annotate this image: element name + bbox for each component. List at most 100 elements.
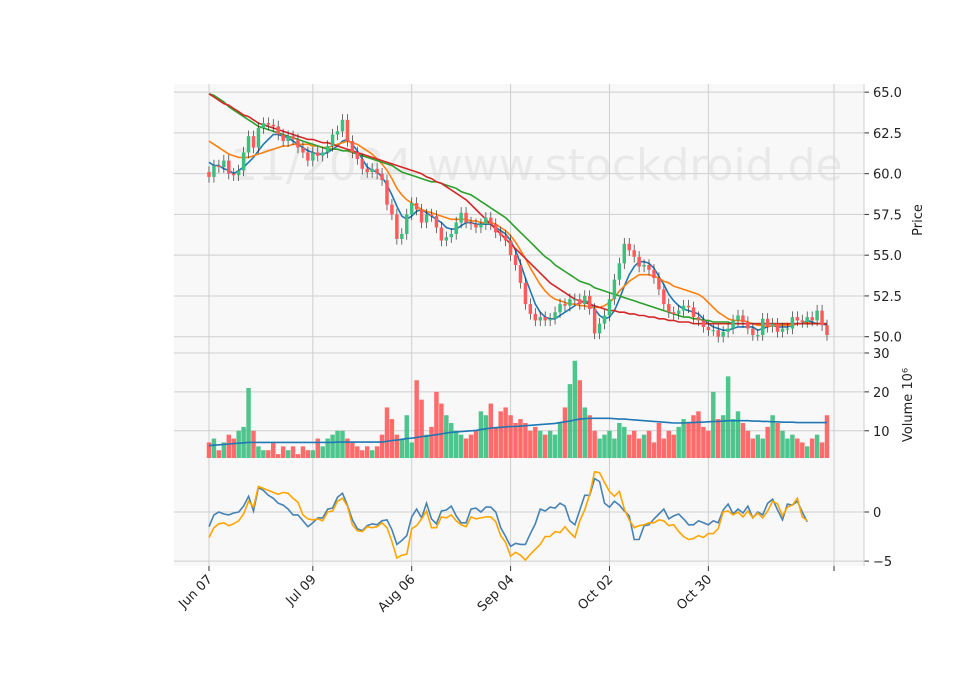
volume-bar bbox=[345, 438, 350, 458]
volume-bar bbox=[720, 415, 726, 458]
candle-body bbox=[365, 168, 369, 173]
candle-body bbox=[785, 328, 790, 330]
candle-body bbox=[474, 224, 478, 228]
price-tick-label: 62.5 bbox=[873, 127, 902, 142]
volume-bar bbox=[651, 442, 657, 458]
candle-body bbox=[479, 224, 483, 228]
volume-bar bbox=[646, 430, 652, 458]
volume-bar bbox=[735, 411, 741, 458]
volume-bar bbox=[666, 430, 672, 458]
candle-body bbox=[538, 317, 542, 321]
candle-body bbox=[246, 136, 251, 153]
candle-body bbox=[439, 227, 444, 241]
volume-bar bbox=[730, 419, 736, 458]
volume-bar bbox=[261, 450, 266, 458]
candle-body bbox=[553, 312, 557, 319]
candle-body bbox=[429, 214, 434, 217]
volume-bar bbox=[814, 434, 820, 458]
candle-body bbox=[217, 165, 221, 168]
candle-body bbox=[607, 299, 612, 316]
volume-bar bbox=[691, 415, 696, 458]
volume-axis-label: Volume 10⁶ bbox=[901, 368, 916, 442]
volume-bar bbox=[542, 434, 548, 458]
candle-body bbox=[667, 304, 671, 313]
candle-body bbox=[543, 317, 547, 321]
candle-body bbox=[568, 299, 572, 306]
candle-body bbox=[464, 212, 468, 223]
candle-body bbox=[513, 255, 518, 265]
candle-body bbox=[271, 124, 276, 127]
candle-body bbox=[706, 326, 711, 331]
candle-body bbox=[657, 278, 661, 290]
volume-tick-label: 20 bbox=[873, 386, 890, 401]
volume-bar bbox=[518, 419, 523, 458]
candle-body bbox=[652, 269, 656, 279]
candle-body bbox=[632, 250, 636, 257]
volume-bar bbox=[725, 376, 731, 458]
volume-bar bbox=[711, 391, 716, 458]
candle-body bbox=[390, 204, 394, 215]
candle-body bbox=[587, 295, 592, 309]
volume-bar bbox=[340, 430, 345, 458]
oscillator-tick-label: −5 bbox=[873, 555, 892, 570]
candle-body bbox=[691, 307, 696, 318]
volume-bar bbox=[770, 415, 775, 458]
volume-bar bbox=[449, 423, 454, 458]
volume-tick-label: 10 bbox=[873, 425, 890, 440]
volume-bar bbox=[399, 438, 405, 458]
candle-body bbox=[622, 243, 627, 264]
volume-bar bbox=[498, 411, 503, 458]
volume-bar bbox=[246, 388, 251, 458]
candle-body bbox=[494, 224, 498, 233]
x-tick-label: Oct 30 bbox=[674, 572, 715, 613]
candle-body bbox=[345, 119, 350, 142]
candle-body bbox=[805, 317, 809, 323]
candle-body bbox=[676, 310, 681, 314]
candle-body bbox=[325, 145, 330, 153]
volume-bar bbox=[716, 419, 721, 458]
moving-average-line-2 bbox=[208, 140, 827, 328]
price-tick-label: 57.5 bbox=[873, 208, 902, 223]
volume-bar bbox=[320, 446, 325, 458]
volume-bar bbox=[275, 454, 281, 458]
candle-body bbox=[231, 173, 236, 176]
volume-bar bbox=[745, 430, 751, 458]
volume-bar bbox=[508, 415, 513, 458]
candle-body bbox=[825, 325, 829, 336]
x-tick-label: Oct 02 bbox=[575, 572, 616, 613]
candle-body bbox=[395, 214, 399, 239]
candle-body bbox=[746, 322, 750, 329]
moving-average-line-3 bbox=[208, 93, 827, 325]
volume-bar bbox=[612, 438, 617, 458]
volume-bar bbox=[562, 407, 568, 458]
volume-bar bbox=[701, 426, 706, 458]
candle-body bbox=[617, 263, 622, 280]
candle-body bbox=[820, 310, 824, 326]
price-axis-label: Price bbox=[911, 204, 926, 236]
candle-body bbox=[528, 304, 533, 314]
candle-body bbox=[335, 131, 340, 135]
candle-body bbox=[592, 308, 597, 334]
volume-bar bbox=[315, 438, 320, 458]
volume-bar bbox=[419, 399, 424, 458]
volume-bar bbox=[226, 434, 232, 458]
volume-bar bbox=[305, 450, 311, 458]
moving-average-line-4 bbox=[208, 93, 827, 325]
volume-bar bbox=[552, 434, 558, 458]
candle-body bbox=[780, 328, 785, 332]
volume-bar bbox=[330, 434, 335, 458]
volume-bar bbox=[325, 438, 330, 458]
candle-body bbox=[281, 134, 285, 142]
candle-body bbox=[414, 203, 419, 210]
volume-bar bbox=[627, 434, 632, 458]
volume-bar bbox=[473, 430, 479, 458]
volume-bar bbox=[463, 438, 469, 458]
candle-body bbox=[251, 136, 256, 148]
candle-body bbox=[711, 330, 716, 332]
volume-bar bbox=[429, 426, 434, 458]
candle-body bbox=[419, 209, 424, 223]
candle-body bbox=[266, 123, 271, 125]
candle-body bbox=[815, 310, 819, 321]
candle-body bbox=[563, 304, 567, 306]
volume-bar bbox=[800, 442, 805, 458]
